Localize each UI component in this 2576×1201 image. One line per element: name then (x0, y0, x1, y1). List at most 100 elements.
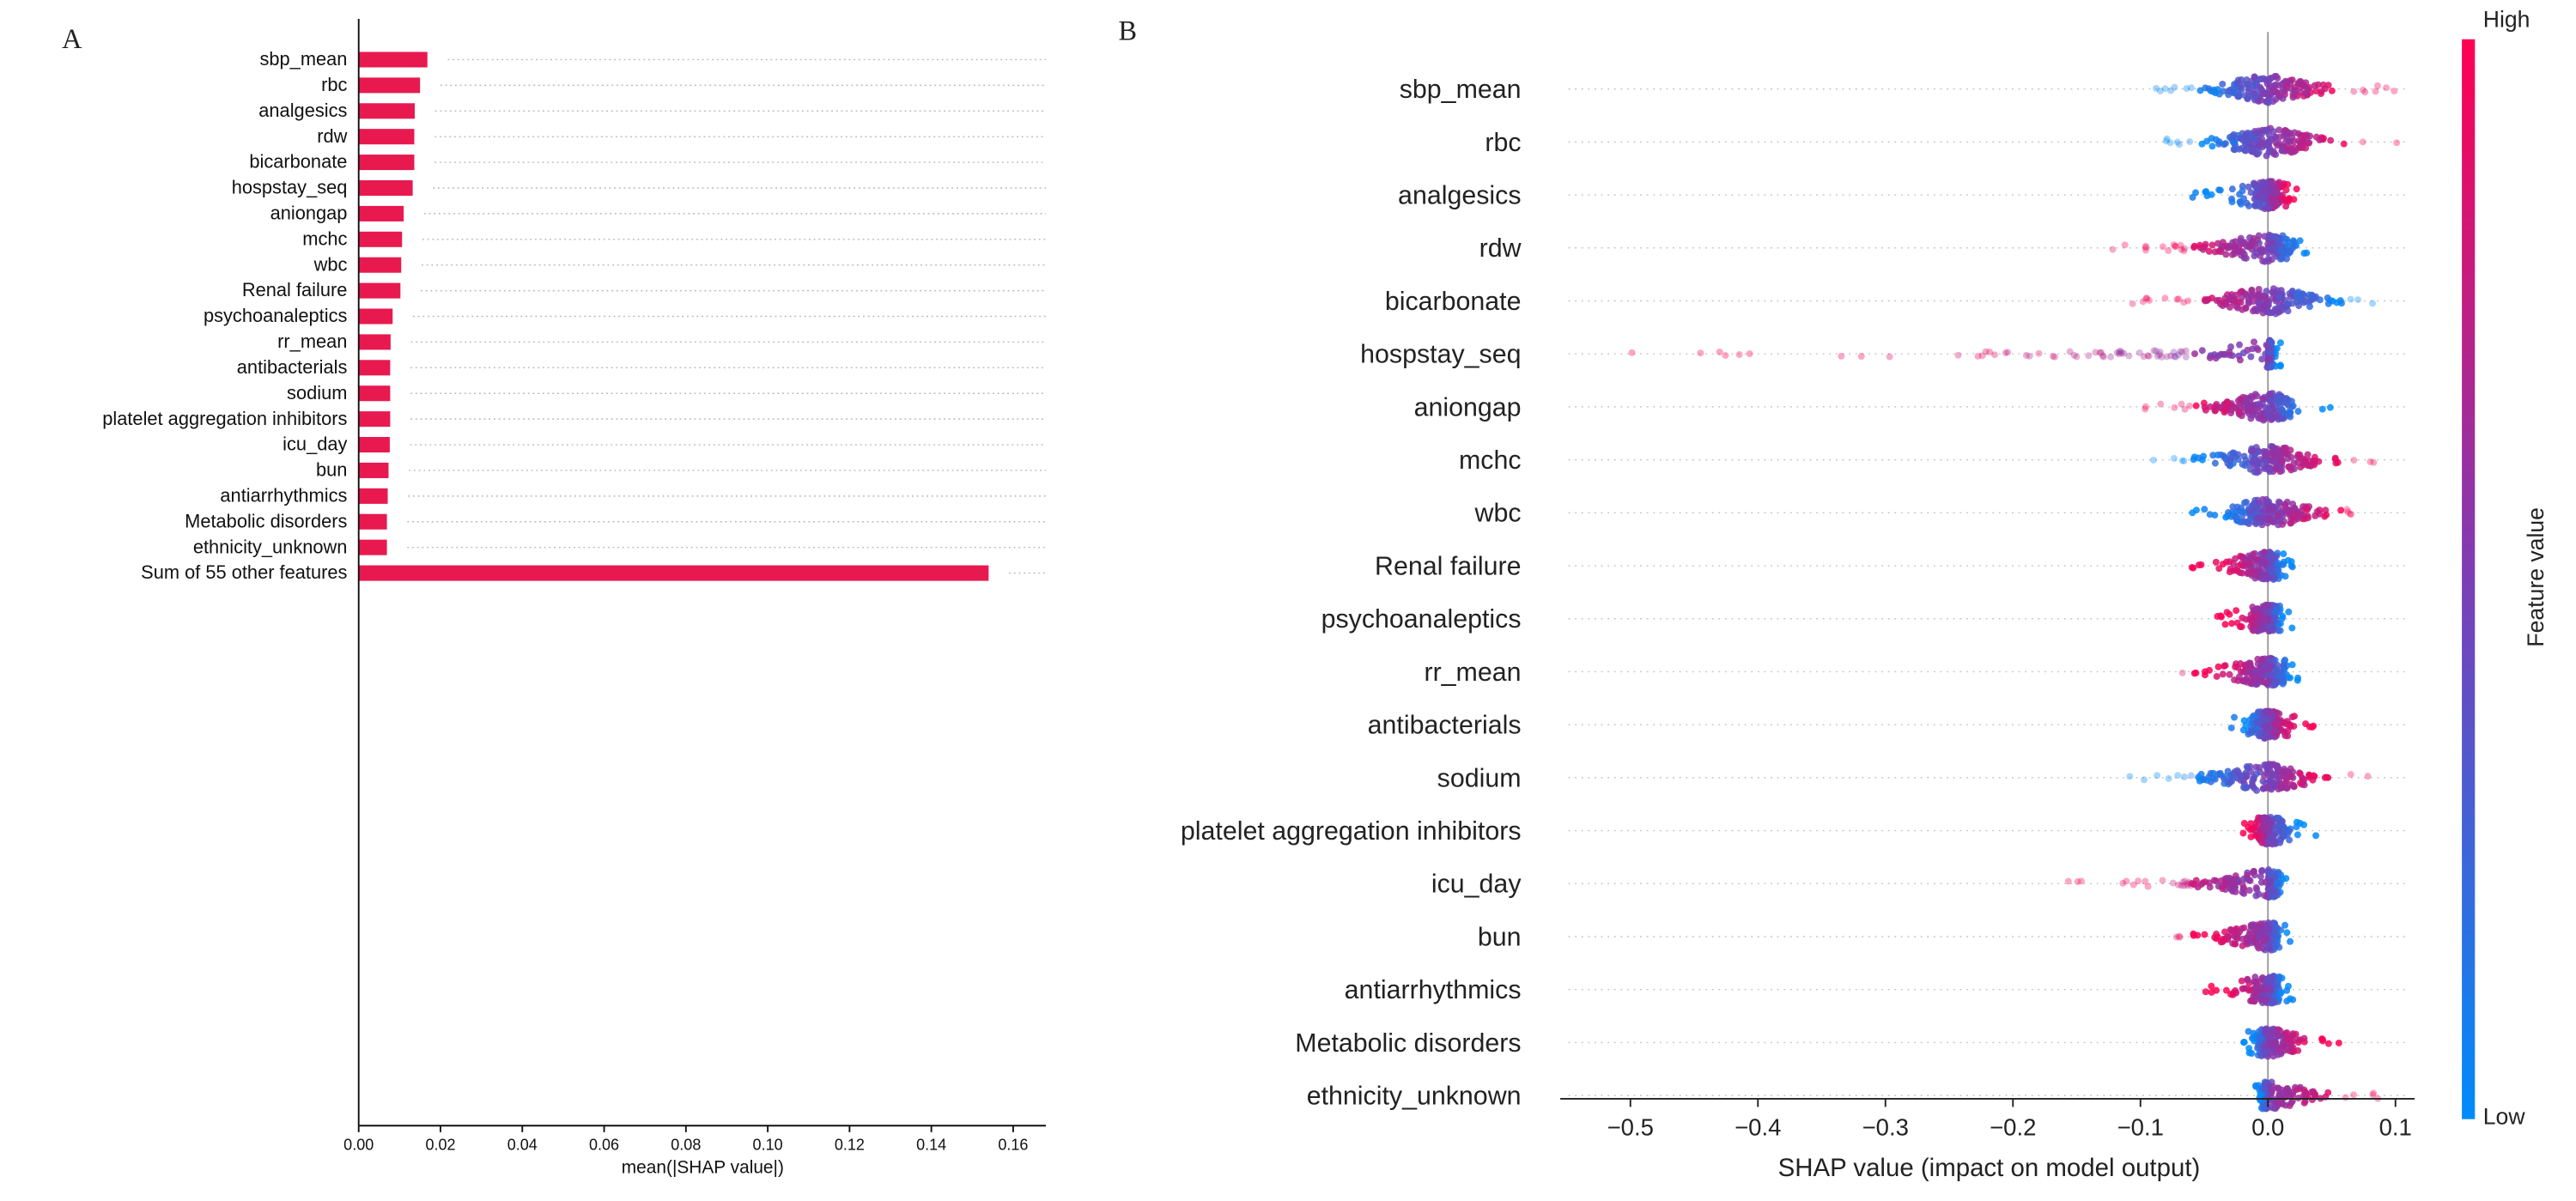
shap-point (2267, 405, 2275, 413)
shap-point (2077, 877, 2085, 885)
shap-point (1716, 349, 1723, 355)
shap-point (2257, 96, 2265, 104)
shap-point (2205, 247, 2213, 255)
shap-point (2258, 656, 2266, 664)
shap-point (2278, 147, 2286, 155)
shap-point (2247, 189, 2255, 197)
shap-point (2332, 459, 2340, 467)
shap-point (2291, 504, 2299, 512)
shap-point (2097, 349, 2105, 356)
shap-point (2269, 625, 2276, 633)
shap-point (1838, 352, 1845, 360)
x-tick-label: 0.04 (507, 1137, 538, 1154)
shap-point (2158, 354, 2166, 361)
shap-point (2284, 180, 2292, 188)
feature-swarm (2239, 814, 2320, 848)
shap-point (2073, 353, 2081, 361)
shap-point (2184, 880, 2191, 888)
feature-label: sodium (287, 382, 347, 403)
bar (358, 52, 428, 68)
shap-point (2297, 464, 2305, 471)
shap-point (2233, 989, 2240, 997)
shap-point (2242, 722, 2250, 730)
shap-point (2342, 1094, 2349, 1101)
shap-point (2129, 300, 2136, 307)
shap-point (2347, 295, 2354, 303)
shap-point (2280, 558, 2287, 566)
colorbar-low-label: Low (2483, 1103, 2526, 1129)
shap-point (2318, 405, 2326, 413)
shap-point (2257, 559, 2265, 567)
shap-point (2264, 205, 2272, 212)
shap-point (2226, 610, 2233, 618)
shap-point (2117, 349, 2125, 357)
shap-point (2202, 988, 2209, 996)
shap-point (2393, 139, 2401, 147)
feature-swarm (2189, 495, 2355, 529)
shap-point (2245, 887, 2253, 895)
feature-swarm (2109, 231, 2311, 265)
shap-point (2254, 572, 2262, 579)
feature-label: analgesics (258, 100, 347, 121)
shap-point (1978, 352, 1986, 360)
shap-point (2269, 136, 2276, 143)
feature-label: mchc (302, 227, 347, 249)
shap-point (2300, 299, 2307, 306)
shap-point (2186, 402, 2193, 409)
shap-point (2263, 1079, 2271, 1087)
shap-point (2287, 293, 2294, 300)
shap-point (2242, 773, 2250, 781)
shap-point (2275, 498, 2282, 506)
shap-point (2211, 512, 2219, 519)
shap-point (2326, 403, 2334, 411)
shap-point (2145, 352, 2153, 360)
shap-point (2215, 140, 2223, 148)
shap-point (2294, 451, 2302, 458)
shap-point (1886, 353, 1893, 361)
shap-point (2211, 459, 2219, 467)
shap-point (1974, 352, 1982, 360)
shap-point (2245, 298, 2252, 306)
feature-label: Renal failure (1375, 552, 1521, 580)
shap-point (2264, 574, 2272, 582)
shap-point (2327, 136, 2335, 144)
shap-point (2239, 508, 2246, 516)
x-axis-label: SHAP value (impact on model output) (1778, 1154, 2201, 1182)
shap-point (2226, 242, 2233, 250)
shap-point (2281, 773, 2289, 780)
colorbar-title: Feature value (2523, 507, 2549, 647)
x-tick-label: 0.10 (753, 1137, 783, 1154)
x-axis-label: mean(|SHAP value|) (622, 1157, 784, 1177)
shap-point (2267, 337, 2275, 345)
shap-point (2232, 928, 2239, 936)
shap-point (2359, 86, 2366, 94)
feature-label: rbc (1485, 129, 1521, 157)
shap-point (2217, 938, 2225, 946)
shap-point (2152, 347, 2160, 355)
shap-point (2265, 355, 2273, 362)
shap-point (2323, 511, 2330, 519)
shap-point (2268, 975, 2275, 983)
shap-point (2281, 573, 2289, 580)
shap-point (2289, 781, 2297, 789)
colorbar-gradient (2462, 39, 2476, 1119)
shap-point (2226, 670, 2233, 678)
shap-point (2278, 817, 2286, 825)
feature-label: antibacterials (237, 356, 348, 378)
shap-point (2265, 148, 2273, 155)
shap-point (2253, 680, 2261, 688)
shap-point (2269, 868, 2277, 876)
shap-point (2289, 402, 2297, 409)
shap-point (2290, 148, 2298, 155)
shap-point (2214, 612, 2221, 620)
feature-label: icu_day (283, 434, 347, 455)
feature-label: wbc (1474, 500, 1522, 528)
feature-swarm (2129, 285, 2377, 318)
shap-point (2348, 511, 2355, 519)
shap-point (2143, 294, 2151, 302)
bar (358, 129, 415, 145)
bar (358, 77, 421, 94)
shap-point (2337, 506, 2345, 514)
shap-point (2222, 513, 2230, 521)
